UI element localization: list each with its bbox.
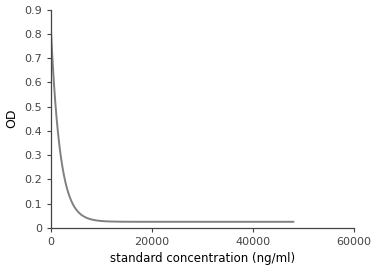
X-axis label: standard concentration (ng/ml): standard concentration (ng/ml) bbox=[110, 253, 295, 265]
Y-axis label: OD: OD bbox=[6, 109, 18, 128]
